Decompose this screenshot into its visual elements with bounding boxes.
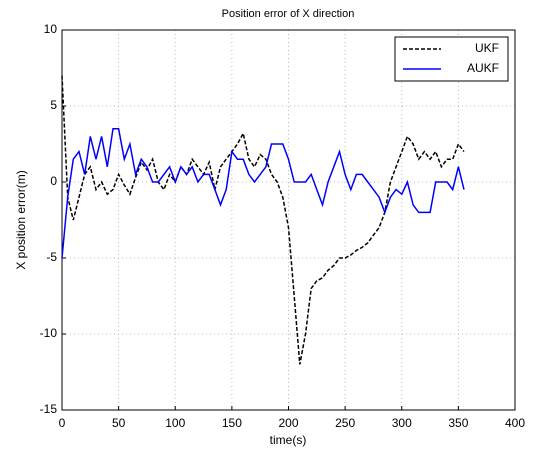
y-tick-label: -15 xyxy=(40,402,58,416)
plot-frame xyxy=(61,29,516,411)
x-tick-label: 250 xyxy=(335,416,355,430)
x-tick-label: 0 xyxy=(59,416,66,430)
legend-label: AUKF xyxy=(467,61,499,75)
y-tick-label: -10 xyxy=(40,326,58,340)
y-tick-label: 0 xyxy=(50,174,57,188)
y-axis-label: X position error(m) xyxy=(14,170,28,269)
x-tick-label: 100 xyxy=(165,416,185,430)
x-tick-label: 350 xyxy=(448,416,468,430)
y-tick-label: 5 xyxy=(50,98,57,112)
x-tick-label: 200 xyxy=(278,416,298,430)
line-series xyxy=(61,75,465,365)
y-tick-label: -5 xyxy=(46,250,57,264)
x-tick-label: 400 xyxy=(505,416,525,430)
x-axis-label: time(s) xyxy=(270,433,307,447)
x-tick-label: 50 xyxy=(112,416,126,430)
x-tick-label: 150 xyxy=(222,416,242,430)
legend-label: UKF xyxy=(475,41,499,55)
chart-title: Position error of X direction xyxy=(222,8,355,20)
line-series xyxy=(61,128,465,259)
x-tick-label: 300 xyxy=(392,416,412,430)
y-tick-label: 10 xyxy=(44,22,58,36)
legend-box xyxy=(394,36,509,82)
